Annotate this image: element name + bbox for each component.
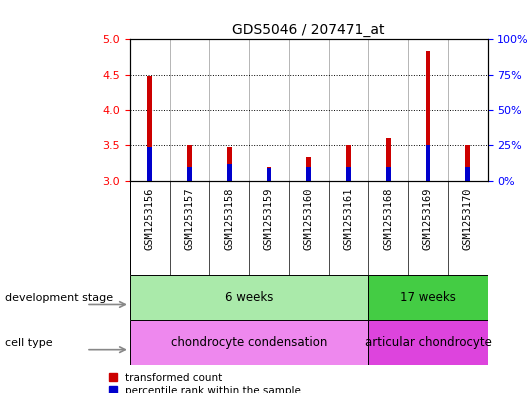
Text: GSM1253158: GSM1253158 xyxy=(224,187,234,250)
Bar xyxy=(368,320,488,365)
Text: 6 weeks: 6 weeks xyxy=(225,291,273,304)
Text: GSM1253169: GSM1253169 xyxy=(423,187,433,250)
Text: articular chondrocyte: articular chondrocyte xyxy=(365,336,491,349)
Bar xyxy=(227,164,232,181)
Bar xyxy=(426,51,430,181)
Bar xyxy=(187,167,192,181)
Bar xyxy=(426,145,430,181)
Bar xyxy=(386,167,391,181)
Bar xyxy=(346,167,351,181)
Bar xyxy=(465,167,470,181)
Text: GSM1253160: GSM1253160 xyxy=(304,187,314,250)
Bar xyxy=(267,167,271,181)
Bar xyxy=(306,158,311,181)
Text: GSM1253159: GSM1253159 xyxy=(264,187,274,250)
Text: GSM1253170: GSM1253170 xyxy=(463,187,473,250)
Bar xyxy=(130,320,368,365)
Bar xyxy=(368,275,488,320)
Bar xyxy=(386,138,391,181)
Text: 17 weeks: 17 weeks xyxy=(400,291,456,304)
Bar xyxy=(147,147,152,181)
Text: GSM1253157: GSM1253157 xyxy=(184,187,195,250)
Bar xyxy=(306,167,311,181)
Text: cell type: cell type xyxy=(5,338,53,348)
Text: GSM1253161: GSM1253161 xyxy=(343,187,354,250)
Bar xyxy=(465,145,470,181)
Title: GDS5046 / 207471_at: GDS5046 / 207471_at xyxy=(233,23,385,37)
Text: development stage: development stage xyxy=(5,293,113,303)
Text: GSM1253156: GSM1253156 xyxy=(145,187,155,250)
Bar xyxy=(227,147,232,181)
Text: GSM1253168: GSM1253168 xyxy=(383,187,393,250)
Text: chondrocyte condensation: chondrocyte condensation xyxy=(171,336,328,349)
Bar xyxy=(130,275,368,320)
Bar xyxy=(147,76,152,181)
Bar xyxy=(346,145,351,181)
Legend: transformed count, percentile rank within the sample: transformed count, percentile rank withi… xyxy=(109,373,301,393)
Bar xyxy=(187,145,192,181)
Bar xyxy=(267,168,271,181)
